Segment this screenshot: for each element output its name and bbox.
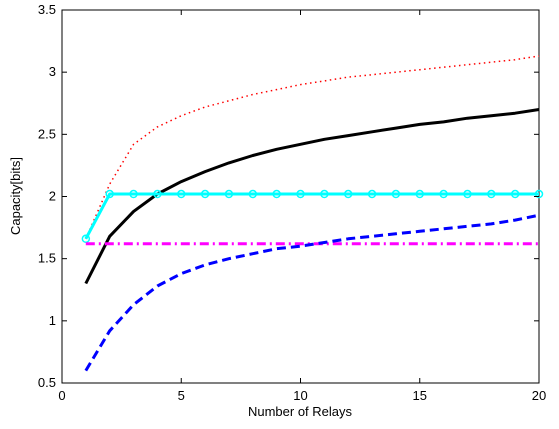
- series-marker-2: [272, 189, 281, 199]
- x-tick-label: 5: [178, 388, 185, 403]
- ticks-layer: 0 5 10 15 20 0.5 1 1.5 2 2.5 3 3.5: [38, 2, 546, 403]
- series-marker-2: [177, 189, 186, 199]
- series-marker-2: [248, 189, 258, 199]
- series-marker-2: [224, 189, 234, 199]
- y-tick-label: 3.5: [38, 2, 56, 17]
- series-marker-2: [391, 189, 401, 199]
- series-marker-2: [415, 189, 424, 199]
- y-axis-title: Capacity[bits]: [8, 157, 23, 235]
- x-tick-label: 15: [413, 388, 427, 403]
- x-tick-label: 0: [58, 388, 65, 403]
- series-layer: [81, 55, 544, 372]
- y-tick-label: 2: [49, 189, 56, 204]
- series-marker-2: [105, 189, 114, 199]
- series-marker-2: [129, 189, 138, 199]
- y-tick-label: 0.5: [38, 375, 56, 390]
- series-marker-2: [343, 189, 353, 199]
- series-line-1: [84, 108, 540, 285]
- y-tick-label: 1: [49, 313, 56, 328]
- series-marker-2: [153, 189, 162, 199]
- series-marker-2: [510, 189, 520, 199]
- y-tick-label: 2.5: [38, 126, 56, 141]
- x-tick-label: 10: [293, 388, 307, 403]
- series-marker-2: [296, 189, 305, 199]
- series-line-4: [84, 213, 540, 372]
- plot-area: [61, 9, 540, 384]
- x-tick-label: 20: [532, 388, 546, 403]
- series-marker-2: [320, 189, 329, 199]
- series-marker-2: [367, 189, 377, 199]
- series-marker-2: [534, 189, 544, 199]
- y-tick-label: 1.5: [38, 251, 56, 266]
- y-tick-label: 3: [49, 64, 56, 79]
- series-marker-2: [439, 189, 448, 199]
- x-axis-title: Number of Relays: [248, 404, 353, 419]
- series-marker-2: [200, 189, 210, 199]
- series-marker-2: [487, 189, 496, 199]
- series-marker-2: [463, 189, 472, 199]
